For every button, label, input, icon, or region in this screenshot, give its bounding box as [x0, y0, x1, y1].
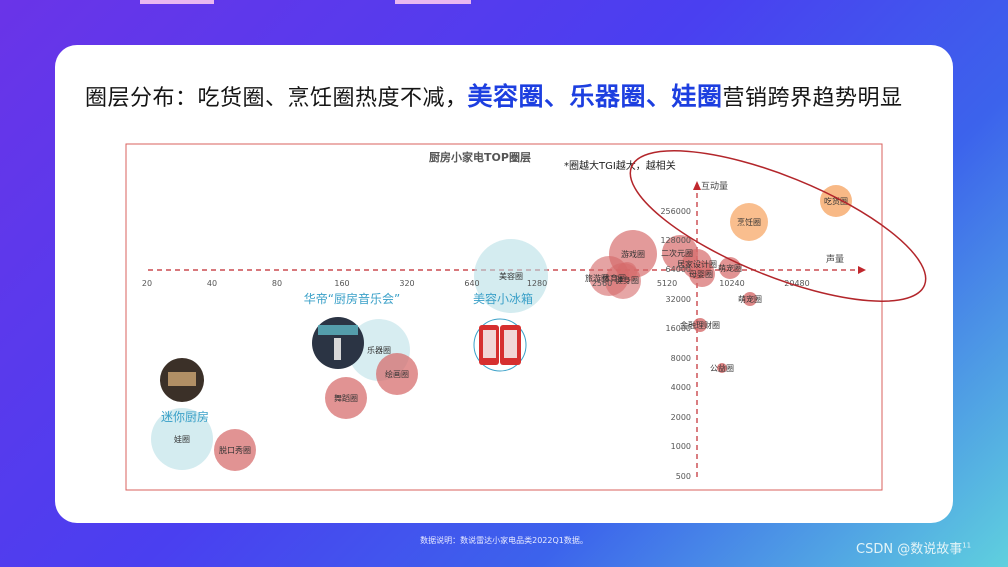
callout-label-mini-kitchen: 迷你厨房 — [161, 409, 209, 424]
y-tick-upper-0: 256000 — [660, 207, 691, 216]
headline-part-1: 圈层分布：吃货圈、烹饪圈热度不减， — [85, 86, 468, 111]
y-tick-lower-5: 1000 — [671, 442, 691, 451]
bubble-label-14: 乐器圈 — [367, 345, 391, 355]
chart-note: *圈越大TGI越大，越相关 — [564, 159, 676, 172]
bubble-label-5: 母婴圈 — [689, 270, 713, 279]
x-tick-7: 2560 — [592, 279, 612, 288]
x-axis-arrow — [858, 266, 866, 274]
callout-label-kitchen-concert: 华帝“厨房音乐会” — [304, 291, 400, 306]
bubble-label-9: 健身圈 — [615, 275, 639, 285]
y-axis-label: 互动量 — [701, 181, 728, 192]
x-tick-6: 1280 — [527, 279, 547, 288]
bubble-label-10: 萌宠圈 — [738, 294, 762, 304]
bubble-label-3: 二次元圈 — [661, 248, 693, 258]
headline-highlight: 美容圈、乐器圈、娃圈 — [467, 82, 723, 111]
x-tick-5: 640 — [464, 279, 479, 288]
bubble-label-0: 吃货圈 — [824, 196, 848, 206]
top-accent-bar-left — [140, 0, 214, 4]
bubble-label-7: 旅游圈 — [585, 273, 609, 283]
y-axis-arrow — [693, 181, 701, 190]
watermark-text: CSDN @数说故事 — [856, 542, 963, 557]
bubble-9 — [617, 262, 637, 282]
y-tick-upper-2: 64000 — [666, 265, 691, 274]
bubble-label-18: 脱口秀圈 — [219, 445, 251, 455]
bubble-label-11: 金融理财圈 — [680, 320, 720, 330]
x-tick-0: 20 — [142, 279, 152, 288]
fridge-interior-right — [504, 330, 517, 358]
headline-part-2: 营销跨界趋势明显 — [722, 86, 903, 111]
fridge-interior-left — [483, 330, 496, 358]
x-tick-2: 80 — [272, 279, 282, 288]
x-tick-8: 5120 — [657, 279, 677, 288]
callout-label-beauty-fridge: 美容小冰箱 — [473, 291, 533, 306]
photo-performer — [334, 338, 341, 360]
bubble-label-12: 公益圈 — [710, 363, 734, 373]
bubble-label-16: 舞蹈圈 — [334, 393, 358, 403]
x-tick-4: 320 — [399, 279, 414, 288]
chart-title: 厨房小家电TOP圈层 — [429, 150, 531, 164]
bubble-5 — [689, 261, 715, 287]
bubble-label-1: 烹饪圈 — [737, 217, 761, 227]
y-tick-lower-4: 2000 — [671, 413, 691, 422]
y-tick-lower-0: 32000 — [666, 295, 691, 304]
watermark-superscript: 11 — [962, 541, 972, 550]
y-tick-upper-1: 128000 — [660, 236, 691, 245]
bubble-1 — [730, 203, 768, 241]
x-tick-9: 10240 — [719, 279, 744, 288]
callout-beauty-fridge: 美容小冰箱 — [473, 291, 533, 372]
y-tick-lower-6: 500 — [676, 472, 691, 481]
chart-frame — [125, 143, 883, 491]
bubble-label-6: 萌宠圈 — [718, 263, 742, 273]
data-source-note: 数据说明：数说雷达小家电品类2022Q1数据。 — [420, 536, 588, 545]
y-tick-lower-3: 4000 — [671, 383, 691, 392]
top-accent-bar-right — [395, 0, 471, 4]
y-tick-lower-2: 8000 — [671, 354, 691, 363]
x-axis-label: 声量 — [826, 253, 844, 265]
bubble-12 — [717, 363, 727, 373]
tick-layer: 20 40 80 160 320 640 1280 2560 5120 10240 20480 256… — [142, 207, 810, 481]
csdn-watermark: CSDN @数说故事11 — [856, 538, 971, 557]
bubble-label-15: 绘画圈 — [385, 369, 409, 379]
bubble-18 — [214, 429, 256, 471]
callout-mini-kitchen: 迷你厨房 — [160, 358, 209, 424]
bubble-label-17: 娃圈 — [174, 434, 190, 444]
bubble-label-2: 游戏圈 — [621, 249, 645, 259]
x-tick-10: 20480 — [784, 279, 809, 288]
bubble-17 — [151, 408, 213, 470]
photo-kitchen-counter — [168, 372, 196, 386]
bubble-13 — [474, 239, 548, 313]
highlight-ellipse — [629, 150, 927, 302]
bubble-label-4: 居家设计圈 — [677, 259, 717, 269]
x-tick-3: 160 — [334, 279, 349, 288]
bubble-label-13: 美容圈 — [499, 271, 523, 281]
slide-headline: 圈层分布：吃货圈、烹饪圈热度不减，美容圈、乐器圈、娃圈营销跨界趋势明显 — [85, 77, 935, 113]
bubble-16 — [325, 377, 367, 419]
bubble-label-8: 体育圈 — [602, 273, 626, 283]
bubble-10 — [743, 292, 757, 306]
x-tick-1: 40 — [207, 279, 217, 288]
bubble-15 — [376, 353, 418, 395]
callout-kitchen-concert: 华帝“厨房音乐会” — [304, 291, 400, 369]
y-tick-lower-1: 16000 — [666, 324, 691, 333]
photo-stage-light — [318, 325, 358, 335]
bubble-11 — [693, 318, 707, 332]
